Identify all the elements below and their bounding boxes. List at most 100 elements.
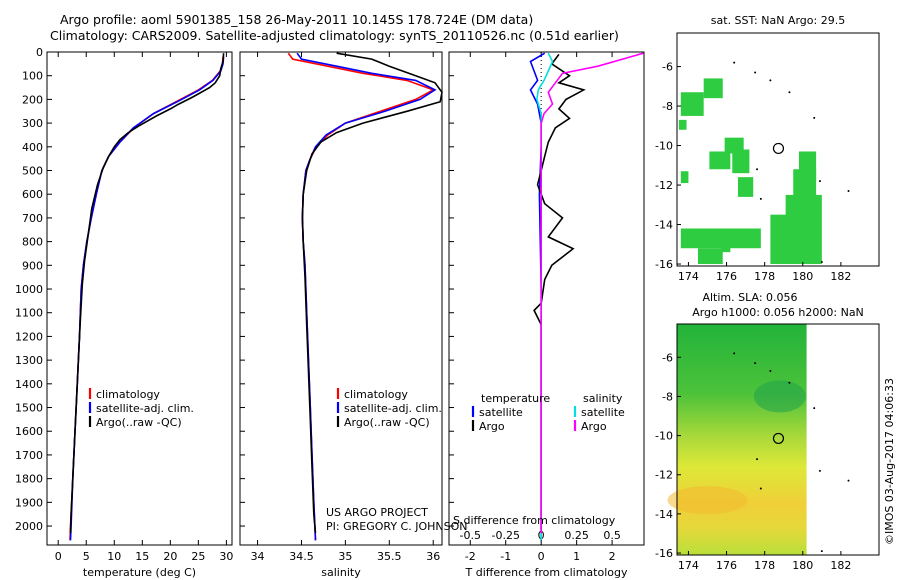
sst-data-cell [678, 119, 687, 130]
temperature-x-tick-label: 5 [83, 550, 90, 563]
depth-y-tick-label: 1500 [15, 402, 43, 415]
salinity-x-axis-label: salinity [321, 566, 361, 579]
figure-title-line2: Climatology: CARS2009. Satellite-adjuste… [50, 28, 619, 43]
sdiff-x-tick-label: 0.5 [603, 529, 621, 542]
tdiff-x-axis-label: T difference from climatology [465, 566, 628, 579]
sst-data-cell [770, 214, 788, 265]
sst-data-cell [697, 248, 723, 265]
island-marker [759, 197, 762, 200]
salinity-series-line [287, 52, 436, 541]
salinity-legend-entry: climatology [344, 388, 408, 401]
figure-title-line1: Argo profile: aoml 5901385_158 26-May-20… [60, 12, 534, 27]
temperature-x-tick-label: 25 [191, 550, 205, 563]
sst-map-x-tick-label: 176 [716, 270, 737, 283]
temperature-series-line [69, 56, 225, 541]
depth-y-tick-label: 1600 [15, 425, 43, 438]
depth-y-tick-label: 900 [22, 259, 43, 272]
island-marker [756, 168, 759, 171]
island-marker [820, 550, 823, 553]
sst-data-cell [720, 242, 731, 253]
depth-y-tick-label: 1200 [15, 330, 43, 343]
depth-y-tick-label: 400 [22, 141, 43, 154]
difference-legend-entry: Argo [479, 420, 505, 433]
temperature-x-tick-label: 30 [219, 550, 233, 563]
tdiff-x-tick-label: 0 [538, 550, 545, 563]
tdiff-x-tick-label: 1 [573, 550, 580, 563]
difference-plot-frame [448, 51, 645, 546]
salinity-legend-entry: satellite-adj. clim. [344, 402, 442, 415]
sst-argo-position-marker [772, 142, 785, 155]
salinity-x-tick-label: 36 [426, 550, 440, 563]
sla-low-anomaly [753, 380, 806, 413]
sst-map-x-tick-label: 180 [792, 270, 813, 283]
depth-y-tick-label: 200 [22, 93, 43, 106]
temperature-x-tick-label: 10 [107, 550, 121, 563]
difference-legend-title: temperature [481, 392, 550, 405]
sla-map-y-tick-label: -6 [662, 351, 673, 364]
salinity-x-tick-label: 35 [338, 550, 352, 563]
sst-map-y-tick-label: -14 [655, 219, 673, 232]
temperature-x-axis-label: temperature (deg C) [83, 566, 196, 579]
sst-map-x-tick-label: 178 [754, 270, 775, 283]
depth-y-tick-label: 0 [36, 46, 43, 59]
sla-map-subtitle: Argo h1000: 0.056 h2000: NaN [692, 306, 864, 319]
sla-high-anomaly [667, 486, 748, 515]
difference-legend-entry: Argo [581, 420, 607, 433]
island-marker [759, 487, 762, 490]
salinity-legend-entry: Argo(..raw -QC) [344, 416, 430, 429]
difference-legend-title: salinity [583, 392, 623, 405]
depth-y-tick-label: 300 [22, 117, 43, 130]
temperature-plot-frame [46, 51, 233, 546]
island-marker [820, 261, 823, 264]
sst-data-cell [680, 92, 704, 116]
sdiff-axis-label: S difference from climatology [453, 514, 616, 527]
sst-map-y-tick-label: -12 [655, 179, 673, 192]
island-marker [788, 381, 791, 384]
island-marker [733, 352, 736, 355]
island-marker [733, 61, 736, 64]
depth-y-tick-label: 1000 [15, 283, 43, 296]
sst-map-y-tick-label: -6 [662, 61, 673, 74]
temperature-x-tick-label: 15 [135, 550, 149, 563]
temperature-legend-entry: Argo(..raw -QC) [96, 416, 182, 429]
sla-argo-position-marker [772, 432, 785, 445]
sla-map-x-tick-label: 182 [830, 559, 851, 572]
salinity-x-tick-label: 35.5 [377, 550, 402, 563]
sst-data-cell [680, 228, 761, 249]
depth-y-tick-label: 700 [22, 212, 43, 225]
sla-map-y-tick-label: -16 [655, 547, 673, 560]
sla-map-title: Altim. SLA: 0.056 [702, 291, 797, 304]
sdiff-x-tick-label: 0.25 [564, 529, 589, 542]
depth-y-tick-label: 1100 [15, 307, 43, 320]
temperature-legend-entry: satellite-adj. clim. [96, 402, 194, 415]
sla-map-y-tick-label: -12 [655, 469, 673, 482]
island-marker [818, 469, 821, 472]
island-marker [754, 362, 757, 365]
difference-legend-entry: satellite [479, 406, 523, 419]
sst-data-cell [680, 171, 689, 184]
depth-y-tick-label: 2000 [15, 520, 43, 533]
depth-y-tick-label: 600 [22, 188, 43, 201]
sst-data-cell [737, 177, 754, 197]
depth-y-tick-label: 1300 [15, 354, 43, 367]
island-marker [788, 91, 791, 94]
island-marker [756, 458, 759, 461]
temperature-series-line [69, 56, 224, 541]
sst-map-y-tick-label: -10 [655, 140, 673, 153]
sla-map-x-tick-label: 180 [792, 559, 813, 572]
temperature-legend-entry: climatology [96, 388, 160, 401]
sla-field [677, 324, 807, 555]
sst-data-cell [709, 151, 731, 170]
island-marker [813, 407, 816, 410]
sst-map-x-tick-label: 182 [830, 270, 851, 283]
sst-map-y-tick-label: -8 [662, 100, 673, 113]
pi-annotation: PI: GREGORY C. JOHNSON [326, 520, 467, 533]
depth-y-tick-label: 1800 [15, 473, 43, 486]
salinity-series-line [296, 52, 437, 541]
sst-map-y-tick-label: -16 [655, 258, 673, 271]
sla-map-frame [676, 323, 880, 556]
salinity-series-line [301, 52, 443, 534]
project-annotation: US ARGO PROJECT [326, 506, 428, 519]
sdiff-x-tick-label: -0.5 [460, 529, 481, 542]
